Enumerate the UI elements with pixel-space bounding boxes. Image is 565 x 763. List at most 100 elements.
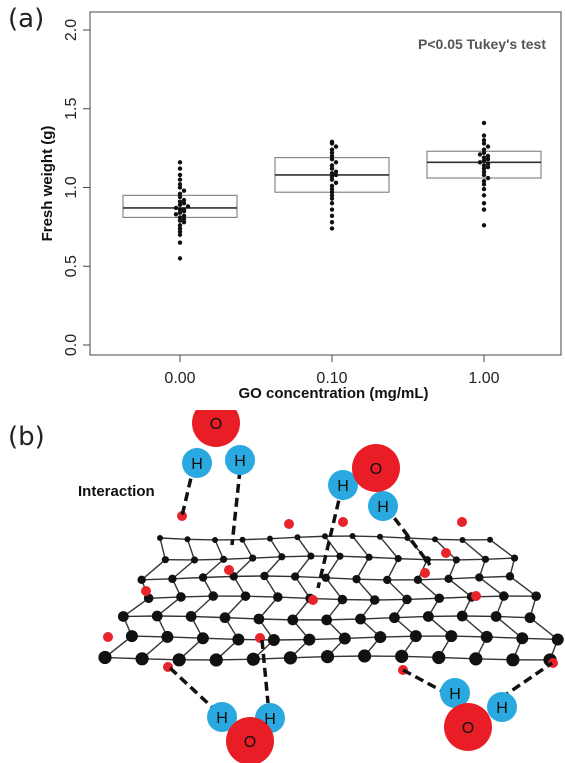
carbon-atom: [355, 613, 366, 625]
y-tick-label: 1.0: [63, 176, 80, 198]
hydrogen-bond-line: [402, 668, 445, 694]
carbon-atom: [365, 553, 373, 561]
hydrogen-atom: [487, 692, 517, 722]
data-point: [481, 138, 487, 143]
data-point: [329, 226, 335, 231]
cc-bond: [360, 616, 395, 620]
data-point: [329, 166, 335, 171]
data-point: [481, 120, 487, 126]
data-point: [177, 194, 183, 200]
carbon-atom: [352, 574, 361, 584]
carbon-atom: [321, 614, 333, 626]
data-point: [177, 210, 183, 215]
functional-group-atom: [224, 565, 234, 575]
carbon-atom: [338, 632, 351, 645]
cc-bond: [356, 578, 388, 581]
cc-bond: [281, 555, 311, 558]
cc-bond: [194, 558, 224, 561]
data-point: [181, 213, 187, 219]
data-point: [481, 166, 487, 171]
carbon-atom: [240, 591, 251, 601]
carbon-atom: [232, 633, 245, 646]
functional-group-atom: [141, 586, 151, 596]
y-tick-label: 2.0: [63, 19, 80, 41]
data-point: [333, 180, 339, 185]
carbon-atom: [459, 536, 466, 543]
carbon-atom: [273, 592, 283, 602]
data-point: [481, 207, 487, 212]
carbon-atom: [239, 536, 246, 543]
carbon-atom: [267, 633, 280, 646]
carbon-atom: [394, 555, 402, 563]
data-point: [329, 174, 335, 179]
data-point: [333, 172, 339, 178]
data-point: [329, 150, 335, 156]
cc-bond: [294, 555, 312, 578]
cc-bond: [186, 539, 196, 561]
cc-bond: [223, 557, 253, 561]
oxygen-atom: [226, 717, 274, 763]
oxygen-label: O: [244, 734, 256, 751]
functional-group-atom: [441, 548, 451, 558]
oxygen-functional-groups: [103, 511, 558, 675]
cc-bond: [448, 578, 472, 598]
data-point: [185, 204, 191, 209]
y-axis-label: Fresh weight (g): [39, 126, 56, 242]
carbon-atom: [260, 571, 269, 581]
carbon-atom: [452, 556, 460, 564]
data-point: [177, 199, 183, 204]
cc-bond: [148, 596, 181, 599]
water-molecule-2: O H H: [328, 444, 400, 521]
carbon-atom: [185, 611, 197, 622]
data-point: [181, 201, 187, 206]
functional-group-atom: [338, 517, 348, 527]
hydrogen-atom: [207, 702, 237, 732]
carbon-atom: [135, 652, 149, 666]
cc-bond: [485, 557, 515, 561]
cc-bond: [462, 539, 486, 560]
data-point: [333, 160, 339, 165]
cc-bond: [394, 615, 429, 619]
carbon-atom: [209, 653, 223, 667]
cc-bond: [326, 618, 361, 621]
carbon-atom: [212, 536, 218, 543]
functional-group-atom: [284, 519, 294, 529]
hydrogen-label: H: [264, 711, 276, 728]
data-point: [329, 163, 335, 168]
data-point: [173, 205, 179, 211]
carbon-atom: [322, 533, 328, 540]
carbon-atom: [229, 572, 238, 581]
cc-bond: [434, 538, 463, 541]
data-point: [177, 215, 183, 220]
carbon-atom: [499, 591, 509, 601]
carbon-atom: [357, 649, 372, 663]
data-point: [329, 219, 335, 225]
data-point: [481, 141, 487, 146]
carbon-atom: [456, 610, 468, 622]
cc-bond: [417, 578, 449, 581]
carbon-atom: [475, 573, 484, 582]
carbon-atom: [98, 650, 112, 665]
hydrogen-bonds: [168, 464, 553, 710]
cc-bond: [448, 576, 480, 580]
hydrogen-atom: [440, 678, 470, 708]
carbon-atom: [487, 536, 493, 543]
functional-group-atom: [457, 517, 467, 527]
cc-bond: [269, 536, 298, 540]
data-point: [181, 216, 187, 222]
water-molecule-3: OH H: [207, 702, 285, 763]
cc-bond: [203, 575, 234, 579]
cc-bond: [325, 555, 341, 579]
hydrogen-label: H: [377, 499, 389, 516]
data-point: [177, 229, 183, 234]
carbon-atom: [253, 613, 265, 625]
data-point: [329, 201, 335, 206]
hydrogen-label: H: [449, 686, 461, 703]
carbon-atom: [336, 552, 344, 560]
data-point: [481, 163, 487, 168]
data-point: [177, 202, 183, 208]
data-point: [173, 212, 179, 217]
carbon-atom: [190, 556, 199, 564]
hydrogen-atom: [368, 491, 398, 521]
carbon-atom: [303, 633, 316, 646]
